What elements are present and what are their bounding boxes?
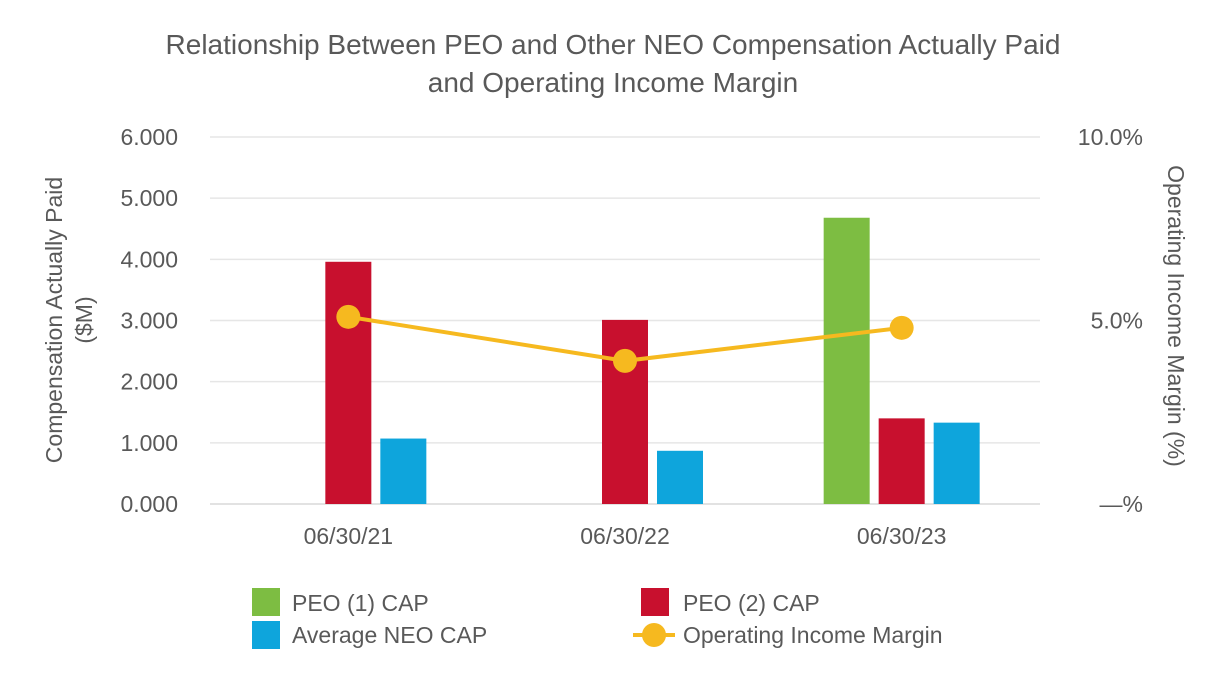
left-axis-tick-label: 6.000 bbox=[120, 124, 178, 150]
right-axis-tick-label: —% bbox=[1100, 491, 1143, 517]
left-axis-tick-label: 5.000 bbox=[120, 185, 178, 211]
operating-margin-point-06-30-22 bbox=[613, 348, 637, 373]
legend: PEO (1) CAP PEO (2) CAP Average NEO CAP … bbox=[252, 588, 943, 649]
chart-title-line-2: and Operating Income Margin bbox=[428, 67, 798, 98]
left-axis-tick-label: 2.000 bbox=[120, 369, 178, 395]
bar-average-neo-cap-06-30-23 bbox=[933, 422, 980, 504]
bar-peo-2-cap-06-30-21 bbox=[325, 261, 372, 504]
operating-margin-point-06-30-23 bbox=[889, 315, 914, 340]
right-axis-ticks: —% 5.0% 10.0% bbox=[1078, 124, 1143, 517]
left-axis-tick-label: 3.000 bbox=[120, 308, 178, 334]
legend-swatch-avg-neo bbox=[252, 621, 280, 649]
operating-margin-point-06-30-21 bbox=[336, 304, 361, 329]
chart-title-line-1: Relationship Between PEO and Other NEO C… bbox=[166, 29, 1061, 60]
left-axis-tick-label: 1.000 bbox=[120, 430, 178, 456]
bar-peo-1-cap-06-30-23 bbox=[823, 217, 870, 505]
x-axis-tick-label: 06/30/23 bbox=[857, 523, 947, 549]
legend-label-avg-neo: Average NEO CAP bbox=[292, 622, 487, 648]
line-layer bbox=[336, 304, 914, 373]
right-axis-title: Operating Income Margin (%) bbox=[1163, 165, 1189, 467]
left-axis-tick-label: 0.000 bbox=[120, 491, 178, 517]
legend-swatch-peo1 bbox=[252, 588, 280, 616]
left-axis-ticks: 0.000 1.000 2.000 3.000 4.000 5.000 6.000 bbox=[120, 124, 178, 517]
bar-peo-2-cap-06-30-23 bbox=[878, 418, 925, 504]
left-axis-tick-label: 4.000 bbox=[120, 246, 178, 272]
legend-label-operating-margin: Operating Income Margin bbox=[683, 622, 943, 648]
legend-swatch-peo2 bbox=[641, 588, 669, 616]
left-axis-title-line-2: ($M) bbox=[71, 296, 97, 343]
bar-peo-2-cap-06-30-22 bbox=[602, 319, 648, 504]
x-axis-tick-label: 06/30/22 bbox=[580, 523, 670, 549]
bar-average-neo-cap-06-30-22 bbox=[657, 450, 703, 504]
legend-marker-operating-margin bbox=[642, 623, 666, 647]
x-axis-labels: 06/30/21 06/30/22 06/30/23 bbox=[304, 523, 947, 549]
bars-layer bbox=[325, 217, 980, 505]
legend-label-peo2: PEO (2) CAP bbox=[683, 590, 820, 616]
bar-average-neo-cap-06-30-21 bbox=[380, 438, 427, 504]
right-axis-tick-label: 10.0% bbox=[1078, 124, 1143, 150]
left-axis-title: Compensation Actually Paid ($M) bbox=[41, 177, 97, 463]
left-axis-title-line-1: Compensation Actually Paid bbox=[41, 177, 67, 463]
x-axis-tick-label: 06/30/21 bbox=[304, 523, 394, 549]
legend-label-peo1: PEO (1) CAP bbox=[292, 590, 429, 616]
right-axis-tick-label: 5.0% bbox=[1091, 308, 1143, 334]
right-axis-title-text: Operating Income Margin (%) bbox=[1163, 165, 1189, 467]
